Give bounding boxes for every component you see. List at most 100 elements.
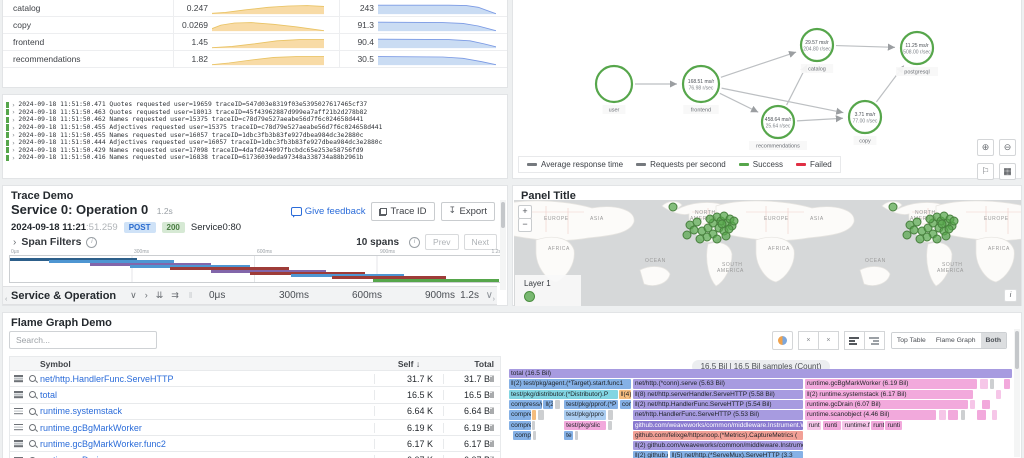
flame-span[interactable]	[960, 410, 965, 420]
symbol-link[interactable]: runtime.gcBgMarkWorker.func2	[40, 438, 166, 449]
vertical-scrollbar[interactable]	[1014, 329, 1020, 457]
expand-one-icon[interactable]: ›	[144, 290, 148, 300]
reset-sandwich-button[interactable]: ×	[817, 331, 839, 350]
col-total[interactable]: Total	[474, 358, 494, 369]
map-marker[interactable]	[888, 202, 898, 212]
map-marker[interactable]	[925, 214, 935, 224]
trace-span[interactable]	[250, 271, 366, 275]
map-marker[interactable]	[937, 219, 947, 229]
log-line[interactable]: › 2024-09-18 11:51:50.471 Quotes requeste…	[3, 101, 507, 109]
map-marker[interactable]	[689, 225, 699, 235]
chevron-right-icon[interactable]: ›	[13, 236, 17, 248]
trace-span[interactable]	[170, 267, 290, 271]
map-zoom-out-button[interactable]: −	[518, 218, 532, 232]
give-feedback-link[interactable]: Give feedback	[290, 206, 365, 217]
trace-span[interactable]	[372, 278, 499, 282]
zoom-in-icon[interactable]: ⊕	[977, 139, 994, 156]
flame-span[interactable]: total (16.5 Bil)	[509, 369, 1012, 379]
table-row[interactable]: catalog 0.247 243	[3, 0, 507, 17]
search-icon[interactable]	[29, 407, 36, 415]
table-row[interactable]: total 16.5 K 16.5 Bil	[9, 387, 501, 404]
tab-flame-graph[interactable]: Flame Graph	[930, 333, 981, 348]
col-self[interactable]: Self ↓	[397, 358, 421, 369]
flame-span[interactable]: runtime.f:	[842, 420, 870, 430]
log-line[interactable]: › 2024-09-18 11:51:50.444 Adjectives requ…	[3, 139, 507, 147]
flame-span[interactable]	[574, 430, 578, 441]
symbol-link[interactable]: runtime.gcBgMarkWorker	[40, 422, 142, 433]
map-marker[interactable]	[915, 234, 925, 244]
sandwich-view-icon[interactable]	[14, 407, 23, 415]
flame-span[interactable]: ‖(4)	[618, 389, 631, 399]
sandwich-view-icon[interactable]	[14, 440, 23, 447]
flame-span[interactable]: runtime.gcDrain (6.07 Bil)	[805, 399, 968, 410]
log-line[interactable]: › 2024-09-18 11:51:50.462 Names requested…	[3, 116, 507, 124]
flame-span[interactable]: ‖(2) runtime.systemstack (6.17 Bil)	[805, 389, 973, 399]
table-row[interactable]: runtime.gcBgMarkWorker 6.19 K 6.19 Bil	[9, 419, 501, 437]
flame-span[interactable]: runtime.gcBgMarkWorker (6.19 Bil)	[805, 379, 978, 389]
flame-span[interactable]	[531, 410, 537, 420]
flame-span[interactable]: compress/f	[509, 420, 531, 430]
flame-span[interactable]: te	[564, 430, 574, 441]
search-icon[interactable]	[29, 440, 36, 448]
node-postgresql[interactable]	[899, 30, 935, 66]
flame-span[interactable]	[948, 410, 958, 420]
map-marker[interactable]	[682, 230, 692, 240]
map-marker[interactable]	[692, 217, 702, 227]
search-icon[interactable]	[29, 424, 36, 432]
flame-span[interactable]	[992, 410, 998, 420]
log-line[interactable]: › 2024-09-18 11:51:50.455 Adjectives requ…	[3, 124, 507, 131]
flame-span[interactable]	[554, 399, 560, 410]
export-button[interactable]: Export	[440, 202, 495, 221]
tab-both[interactable]: Both	[980, 333, 1006, 348]
flame-span[interactable]: ‖(2) github.com/	[632, 451, 669, 458]
flame-span[interactable]: test/pkg/pprof.(*P	[564, 399, 619, 410]
chevron-down-icon[interactable]: ∨	[485, 290, 493, 301]
search-icon[interactable]	[29, 375, 36, 383]
flame-span[interactable]: ‖(5) net/http.(*ServeMux).ServeHTTP (3.3	[669, 451, 803, 458]
map-marker[interactable]	[717, 219, 727, 229]
flame-span[interactable]	[1003, 379, 1010, 389]
flame-span[interactable]	[532, 430, 536, 441]
symbol-link[interactable]: total	[40, 389, 58, 400]
align-right-button[interactable]	[863, 331, 885, 350]
log-line[interactable]: › 2024-09-18 11:51:50.463 Quotes requeste…	[3, 109, 507, 116]
table-row[interactable]: frontend 1.45 90.4	[3, 34, 507, 51]
table-row[interactable]: recommendations 1.82 30.5	[3, 51, 507, 68]
log-line[interactable]: › 2024-09-18 11:51:50.429 Names requested…	[3, 147, 507, 154]
map-marker[interactable]	[729, 216, 739, 226]
flame-span[interactable]: net/http.(*conn).serve (5.63 Bil)	[632, 379, 803, 389]
trace-span[interactable]	[332, 276, 447, 280]
collapse-all-icon[interactable]: ⇊	[155, 290, 164, 300]
column-resize-handle[interactable]: ‖	[188, 291, 193, 300]
collapse-one-icon[interactable]: ∨	[130, 290, 137, 300]
log-line[interactable]: › 2024-09-18 11:51:50.416 Names requested…	[3, 154, 507, 162]
table-row[interactable]: runtime.systemstack 6.64 K 6.64 Bil	[9, 403, 501, 420]
align-left-button[interactable]	[843, 331, 865, 350]
sandwich-view-icon[interactable]	[14, 375, 23, 382]
map-marker[interactable]	[695, 234, 705, 244]
flame-span[interactable]: ‖(2) net/http.HandlerFunc.ServeHTTP (5.5…	[632, 399, 803, 410]
flame-span[interactable]	[982, 399, 990, 410]
table-row[interactable]: runtime.gcDrain6.07 K6.07 Bil	[9, 452, 501, 458]
flame-span[interactable]: ‖(2) test/pkg/agent.(*Target).start.func…	[509, 379, 631, 389]
expand-all-icon[interactable]: ⇉	[171, 290, 179, 300]
scroll-right-icon[interactable]: ›	[492, 296, 495, 303]
map-marker[interactable]	[668, 202, 678, 212]
map-attribution-button[interactable]: i	[1004, 289, 1017, 302]
minimap-spans[interactable]	[9, 255, 501, 283]
flame-span[interactable]	[977, 410, 987, 420]
flame-span[interactable]: test/pkg/slic	[564, 420, 607, 430]
flame-graph[interactable]: total (16.5 Bil) ‖(2) test/pkg/agent.(*Ta…	[509, 369, 1015, 458]
trace-id-button[interactable]: Trace ID	[371, 202, 435, 221]
map-marker[interactable]	[912, 217, 922, 227]
log-line[interactable]: › 2024-09-18 11:51:50.455 Names requested…	[3, 131, 507, 139]
symbol-link[interactable]: runtime.gcDrain	[40, 455, 374, 458]
trace-span[interactable]	[130, 264, 251, 268]
flame-span[interactable]: compr	[513, 430, 532, 441]
flame-span[interactable]: runt	[806, 420, 822, 430]
trace-minimap[interactable]: 0μs 300ms 600ms 900ms 1.2s	[9, 249, 501, 283]
sandwich-view-icon[interactable]	[14, 391, 23, 398]
flame-span[interactable]: compress/f	[509, 410, 531, 420]
map-marker[interactable]	[949, 216, 959, 226]
flame-span[interactable]: test/pkg/distributor.(*Distributor).P	[509, 389, 618, 399]
